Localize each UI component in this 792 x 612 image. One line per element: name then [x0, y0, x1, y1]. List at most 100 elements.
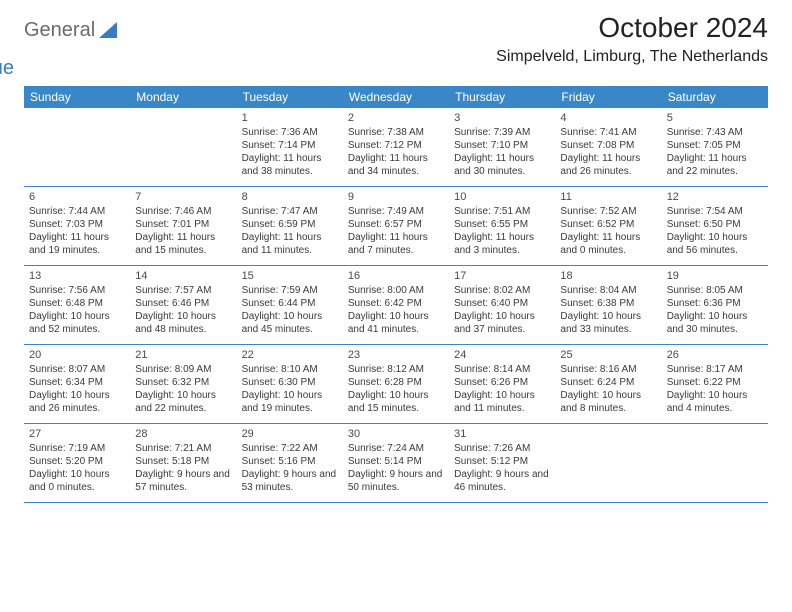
day-number: 27: [29, 427, 125, 441]
day-number: 17: [454, 269, 550, 283]
daylight-line: Daylight: 10 hours and 22 minutes.: [135, 389, 231, 415]
sunset-line: Sunset: 6:52 PM: [560, 218, 656, 231]
sunset-line: Sunset: 6:32 PM: [135, 376, 231, 389]
day-cell: [662, 424, 768, 502]
daylight-line: Daylight: 11 hours and 15 minutes.: [135, 231, 231, 257]
week-row: 1Sunrise: 7:36 AMSunset: 7:14 PMDaylight…: [24, 108, 768, 187]
day-cell: [555, 424, 661, 502]
daylight-line: Daylight: 11 hours and 34 minutes.: [348, 152, 444, 178]
day-number: 19: [667, 269, 763, 283]
day-cell: 20Sunrise: 8:07 AMSunset: 6:34 PMDayligh…: [24, 345, 130, 423]
sunrise-line: Sunrise: 7:46 AM: [135, 205, 231, 218]
sunrise-line: Sunrise: 8:12 AM: [348, 363, 444, 376]
daylight-line: Daylight: 10 hours and 52 minutes.: [29, 310, 125, 336]
day-header-row: SundayMondayTuesdayWednesdayThursdayFrid…: [24, 86, 768, 108]
month-title: October 2024: [496, 12, 768, 44]
daylight-line: Daylight: 11 hours and 38 minutes.: [242, 152, 338, 178]
sunset-line: Sunset: 7:12 PM: [348, 139, 444, 152]
day-cell: 16Sunrise: 8:00 AMSunset: 6:42 PMDayligh…: [343, 266, 449, 344]
day-cell: 29Sunrise: 7:22 AMSunset: 5:16 PMDayligh…: [237, 424, 343, 502]
sunset-line: Sunset: 6:34 PM: [29, 376, 125, 389]
sunset-line: Sunset: 7:14 PM: [242, 139, 338, 152]
logo-text-general: General: [24, 20, 95, 40]
day-number: 1: [242, 111, 338, 125]
sunrise-line: Sunrise: 7:56 AM: [29, 284, 125, 297]
sunrise-line: Sunrise: 7:22 AM: [242, 442, 338, 455]
day-number: 29: [242, 427, 338, 441]
sunrise-line: Sunrise: 7:54 AM: [667, 205, 763, 218]
daylight-line: Daylight: 10 hours and 19 minutes.: [242, 389, 338, 415]
sunset-line: Sunset: 7:01 PM: [135, 218, 231, 231]
sunset-line: Sunset: 5:12 PM: [454, 455, 550, 468]
day-number: 6: [29, 190, 125, 204]
day-header-cell: Saturday: [662, 86, 768, 108]
sunset-line: Sunset: 6:50 PM: [667, 218, 763, 231]
day-cell: 22Sunrise: 8:10 AMSunset: 6:30 PMDayligh…: [237, 345, 343, 423]
sunrise-line: Sunrise: 7:44 AM: [29, 205, 125, 218]
sunrise-line: Sunrise: 8:17 AM: [667, 363, 763, 376]
day-number: 16: [348, 269, 444, 283]
sunrise-line: Sunrise: 8:04 AM: [560, 284, 656, 297]
day-number: 25: [560, 348, 656, 362]
day-cell: 15Sunrise: 7:59 AMSunset: 6:44 PMDayligh…: [237, 266, 343, 344]
day-cell: 1Sunrise: 7:36 AMSunset: 7:14 PMDaylight…: [237, 108, 343, 186]
day-cell: 21Sunrise: 8:09 AMSunset: 6:32 PMDayligh…: [130, 345, 236, 423]
daylight-line: Daylight: 11 hours and 26 minutes.: [560, 152, 656, 178]
sunrise-line: Sunrise: 8:02 AM: [454, 284, 550, 297]
sunset-line: Sunset: 6:46 PM: [135, 297, 231, 310]
daylight-line: Daylight: 9 hours and 53 minutes.: [242, 468, 338, 494]
day-header-cell: Tuesday: [237, 86, 343, 108]
sunrise-line: Sunrise: 7:39 AM: [454, 126, 550, 139]
day-cell: 11Sunrise: 7:52 AMSunset: 6:52 PMDayligh…: [555, 187, 661, 265]
sunset-line: Sunset: 7:08 PM: [560, 139, 656, 152]
calendar-page: General Blue October 2024 Simpelveld, Li…: [0, 0, 792, 503]
day-number: 5: [667, 111, 763, 125]
day-cell: 30Sunrise: 7:24 AMSunset: 5:14 PMDayligh…: [343, 424, 449, 502]
day-number: 22: [242, 348, 338, 362]
daylight-line: Daylight: 11 hours and 3 minutes.: [454, 231, 550, 257]
day-cell: 26Sunrise: 8:17 AMSunset: 6:22 PMDayligh…: [662, 345, 768, 423]
daylight-line: Daylight: 10 hours and 48 minutes.: [135, 310, 231, 336]
daylight-line: Daylight: 10 hours and 33 minutes.: [560, 310, 656, 336]
day-cell: 4Sunrise: 7:41 AMSunset: 7:08 PMDaylight…: [555, 108, 661, 186]
sunrise-line: Sunrise: 7:59 AM: [242, 284, 338, 297]
sunset-line: Sunset: 6:28 PM: [348, 376, 444, 389]
day-cell: [24, 108, 130, 186]
day-cell: 31Sunrise: 7:26 AMSunset: 5:12 PMDayligh…: [449, 424, 555, 502]
day-header-cell: Sunday: [24, 86, 130, 108]
week-row: 13Sunrise: 7:56 AMSunset: 6:48 PMDayligh…: [24, 266, 768, 345]
daylight-line: Daylight: 10 hours and 41 minutes.: [348, 310, 444, 336]
sunset-line: Sunset: 6:44 PM: [242, 297, 338, 310]
daylight-line: Daylight: 9 hours and 46 minutes.: [454, 468, 550, 494]
day-cell: 17Sunrise: 8:02 AMSunset: 6:40 PMDayligh…: [449, 266, 555, 344]
daylight-line: Daylight: 11 hours and 11 minutes.: [242, 231, 338, 257]
day-number: 28: [135, 427, 231, 441]
sunset-line: Sunset: 6:36 PM: [667, 297, 763, 310]
sunrise-line: Sunrise: 7:57 AM: [135, 284, 231, 297]
sunrise-line: Sunrise: 7:49 AM: [348, 205, 444, 218]
day-cell: 3Sunrise: 7:39 AMSunset: 7:10 PMDaylight…: [449, 108, 555, 186]
logo: General Blue: [24, 12, 117, 78]
sunrise-line: Sunrise: 7:52 AM: [560, 205, 656, 218]
sunset-line: Sunset: 6:59 PM: [242, 218, 338, 231]
day-header-cell: Monday: [130, 86, 236, 108]
day-number: 12: [667, 190, 763, 204]
daylight-line: Daylight: 9 hours and 57 minutes.: [135, 468, 231, 494]
sunset-line: Sunset: 5:18 PM: [135, 455, 231, 468]
sail-icon: [99, 22, 117, 38]
sunrise-line: Sunrise: 8:00 AM: [348, 284, 444, 297]
day-cell: 9Sunrise: 7:49 AMSunset: 6:57 PMDaylight…: [343, 187, 449, 265]
sunset-line: Sunset: 5:14 PM: [348, 455, 444, 468]
sunrise-line: Sunrise: 7:41 AM: [560, 126, 656, 139]
day-number: 18: [560, 269, 656, 283]
daylight-line: Daylight: 10 hours and 15 minutes.: [348, 389, 444, 415]
daylight-line: Daylight: 10 hours and 0 minutes.: [29, 468, 125, 494]
day-number: 8: [242, 190, 338, 204]
day-header-cell: Friday: [555, 86, 661, 108]
sunset-line: Sunset: 6:38 PM: [560, 297, 656, 310]
daylight-line: Daylight: 10 hours and 11 minutes.: [454, 389, 550, 415]
week-row: 6Sunrise: 7:44 AMSunset: 7:03 PMDaylight…: [24, 187, 768, 266]
day-number: 13: [29, 269, 125, 283]
sunrise-line: Sunrise: 7:47 AM: [242, 205, 338, 218]
daylight-line: Daylight: 11 hours and 7 minutes.: [348, 231, 444, 257]
